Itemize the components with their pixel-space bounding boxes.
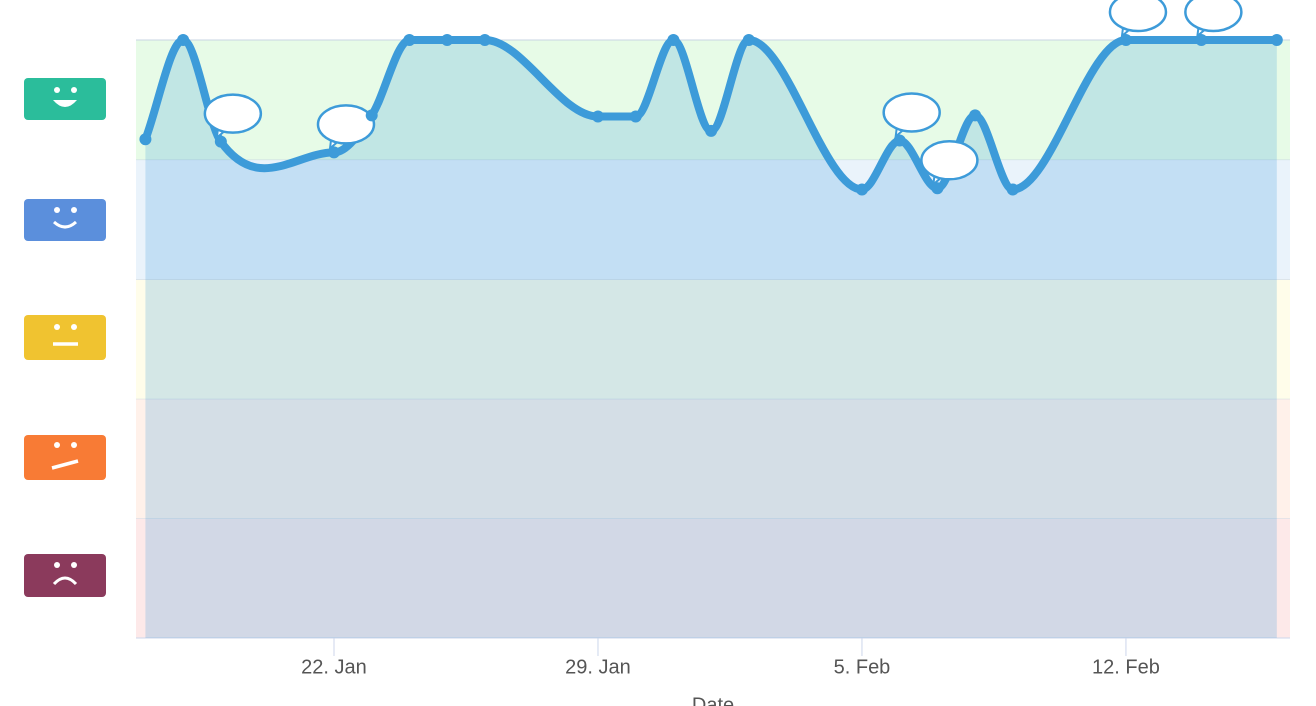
comment-bubble bbox=[920, 140, 979, 181]
comment-bubble bbox=[1184, 0, 1243, 33]
point bbox=[742, 34, 755, 46]
point bbox=[1195, 34, 1208, 46]
point bbox=[1006, 183, 1019, 196]
point bbox=[969, 109, 982, 122]
area bbox=[145, 40, 1277, 638]
point bbox=[441, 34, 454, 46]
x-tick-label: 29. Jan bbox=[565, 656, 631, 678]
x-tick-label: 5. Feb bbox=[834, 656, 891, 678]
x-tick-label: 12. Feb bbox=[1092, 656, 1160, 678]
point bbox=[403, 34, 416, 46]
mood-icon bbox=[24, 78, 106, 120]
mood-icon bbox=[24, 435, 106, 480]
point bbox=[177, 34, 190, 46]
mood-band bbox=[136, 159, 1290, 280]
point bbox=[365, 109, 378, 122]
point bbox=[705, 124, 718, 137]
point bbox=[214, 135, 227, 148]
mood-band bbox=[136, 398, 1290, 519]
comment-bubble bbox=[882, 92, 941, 133]
comment-bubble bbox=[203, 93, 263, 134]
mood-icon bbox=[24, 199, 106, 241]
mood-icon bbox=[24, 315, 106, 360]
comment-bubble bbox=[1108, 0, 1168, 33]
comment-bubble bbox=[316, 104, 376, 145]
point bbox=[931, 182, 944, 195]
point bbox=[139, 133, 152, 146]
mood-band bbox=[136, 279, 1290, 399]
point bbox=[327, 146, 340, 159]
point bbox=[629, 110, 642, 123]
point bbox=[478, 34, 491, 46]
point bbox=[591, 110, 604, 123]
mood-icon bbox=[24, 554, 106, 597]
mood-band bbox=[136, 518, 1290, 638]
point bbox=[893, 134, 906, 147]
x-axis-title: Date bbox=[692, 694, 734, 706]
point bbox=[667, 34, 680, 46]
point bbox=[1270, 34, 1283, 46]
point bbox=[855, 183, 868, 196]
x-tick-label: 22. Jan bbox=[301, 656, 367, 678]
point bbox=[1119, 34, 1132, 46]
mood-icons bbox=[24, 78, 106, 597]
